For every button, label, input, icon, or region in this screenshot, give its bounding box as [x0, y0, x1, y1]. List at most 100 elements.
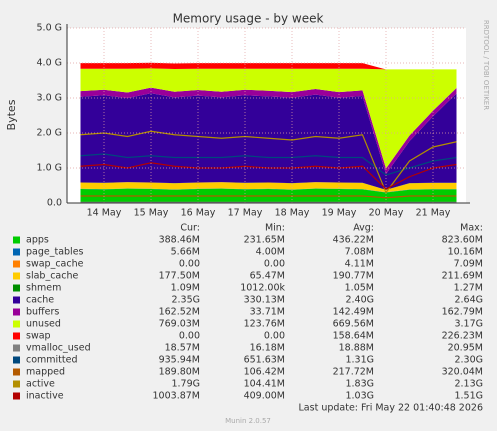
legend-stat: 320.04M [442, 367, 483, 378]
legend-stat: 106.42M [244, 367, 285, 378]
legend-stat: 217.72M [333, 367, 374, 378]
legend-stat: 0.00 [264, 331, 285, 342]
legend-label: buffers [26, 307, 59, 318]
legend-label: swap_cache [26, 259, 84, 270]
legend-stat: 2.40G [345, 295, 374, 306]
legend-swatch [13, 332, 20, 340]
side-note: RRDTOOL / TOBI OETIKER [482, 20, 490, 110]
legend-stat: 0.00 [264, 259, 285, 270]
legend-stat: 162.79M [442, 307, 483, 318]
legend: Cur: Min: Avg: Max: apps 388.46M 231.65M 436.22… [13, 223, 483, 402]
legend-stat: 162.52M [159, 307, 200, 318]
legend-stat: 2.30G [454, 355, 483, 366]
x-tick-label: 15 May [134, 208, 169, 219]
legend-header: Avg: [353, 223, 374, 234]
x-tick-label: 21 May [416, 208, 451, 219]
legend-stat: 0.00 [179, 331, 200, 342]
legend-swatch [13, 356, 20, 364]
legend-label: apps [26, 235, 49, 246]
line [80, 153, 457, 176]
legend-stat: 65.47M [250, 271, 285, 282]
legend-swatch [13, 380, 20, 388]
legend-stat: 7.09M [454, 259, 483, 270]
legend-stat: 177.50M [159, 271, 200, 282]
legend-stat: 7.08M [345, 247, 374, 258]
legend-stat: 409.00M [244, 391, 285, 402]
legend-stat: 1.09M [171, 283, 200, 294]
legend-header: Max: [460, 223, 483, 234]
legend-stat: 16.18M [250, 343, 285, 354]
legend-stat: 3.17G [454, 319, 483, 330]
legend-stat: 1003.87M [153, 391, 200, 402]
legend-swatch [13, 320, 20, 328]
legend-stat: 4.11M [345, 259, 374, 270]
legend-label: committed [26, 355, 78, 366]
legend-swatch [13, 260, 20, 268]
legend-stat: 226.23M [442, 331, 483, 342]
legend-stat: 0.00 [179, 259, 200, 270]
y-tick-label: 1.0 G [37, 163, 63, 174]
x-tick-label: 16 May [181, 208, 216, 219]
x-tick-label: 19 May [322, 208, 357, 219]
legend-stat: 5.66M [171, 247, 200, 258]
legend-stat: 211.69M [442, 271, 483, 282]
legend-stat: 769.03M [159, 319, 200, 330]
legend-stat: 669.56M [333, 319, 374, 330]
legend-stat: 1.79G [171, 379, 200, 390]
x-tick-label: 20 May [369, 208, 404, 219]
legend-swatch [13, 368, 20, 376]
legend-swatch [13, 272, 20, 280]
legend-header: Cur: [180, 223, 200, 234]
x-tick-label: 17 May [228, 208, 263, 219]
legend-swatch [13, 344, 20, 352]
legend-swatch [13, 296, 20, 304]
legend-stat: 231.65M [244, 235, 285, 246]
area [80, 68, 457, 169]
legend-stat: 18.88M [339, 343, 374, 354]
legend-stat: 1.03G [345, 391, 374, 402]
legend-label: inactive [26, 391, 64, 402]
legend-label: cache [26, 295, 54, 306]
legend-stat: 330.13M [244, 295, 285, 306]
chart-title: Memory usage - by week [173, 12, 324, 26]
legend-stat: 1.31G [345, 355, 374, 366]
y-tick-label: 4.0 G [37, 58, 63, 69]
legend-label: active [26, 379, 55, 390]
legend-stat: 104.41M [244, 379, 285, 390]
legend-stat: 823.60M [442, 235, 483, 246]
legend-stat: 190.77M [333, 271, 374, 282]
legend-stat: 20.95M [448, 343, 483, 354]
legend-label: page_tables [26, 247, 84, 258]
y-tick-label: 2.0 G [37, 128, 63, 139]
legend-label: swap [26, 331, 51, 342]
area [80, 87, 457, 175]
legend-swatch [13, 308, 20, 316]
footer: Munin 2.0.57 [225, 417, 271, 425]
x-tick-label: 18 May [275, 208, 310, 219]
legend-header: Min: [265, 223, 285, 234]
legend-swatch [13, 392, 20, 400]
legend-stat: 2.64G [454, 295, 483, 306]
area [80, 182, 457, 193]
legend-stat: 1.27M [454, 283, 483, 294]
legend-swatch [13, 284, 20, 292]
x-tick-label: 14 May [87, 208, 122, 219]
legend-stat: 1.83G [345, 379, 374, 390]
legend-label: shmem [26, 283, 61, 294]
legend-stat: 2.13G [454, 379, 483, 390]
legend-stat: 10.16M [448, 247, 483, 258]
legend-stat: 33.71M [250, 307, 285, 318]
legend-stat: 123.76M [244, 319, 285, 330]
legend-stat: 388.46M [159, 235, 200, 246]
legend-stat: 1.51G [454, 391, 483, 402]
legend-swatch [13, 248, 20, 256]
legend-stat: 142.49M [333, 307, 374, 318]
y-tick-label: 0.0 [47, 198, 62, 209]
legend-stat: 436.22M [333, 235, 374, 246]
y-axis-label: Bytes [5, 99, 18, 130]
area [80, 188, 457, 193]
legend-stat: 651.63M [244, 355, 285, 366]
line [80, 195, 457, 199]
legend-stat: 189.80M [159, 367, 200, 378]
